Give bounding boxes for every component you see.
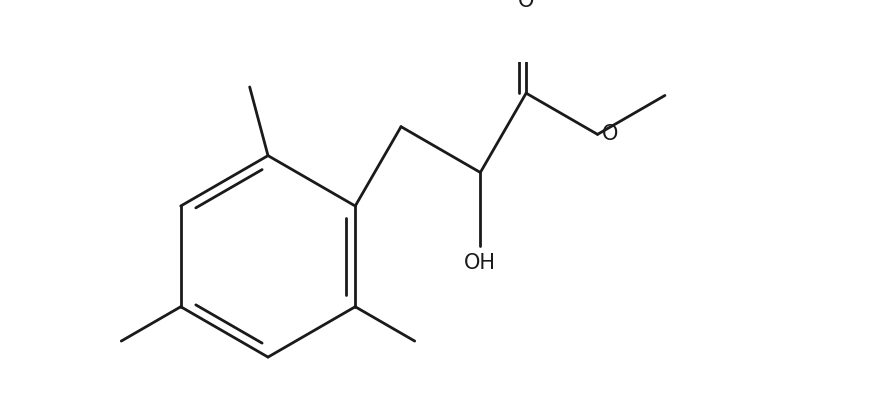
Text: OH: OH (464, 253, 496, 273)
Text: O: O (518, 0, 534, 11)
Text: O: O (602, 124, 619, 145)
